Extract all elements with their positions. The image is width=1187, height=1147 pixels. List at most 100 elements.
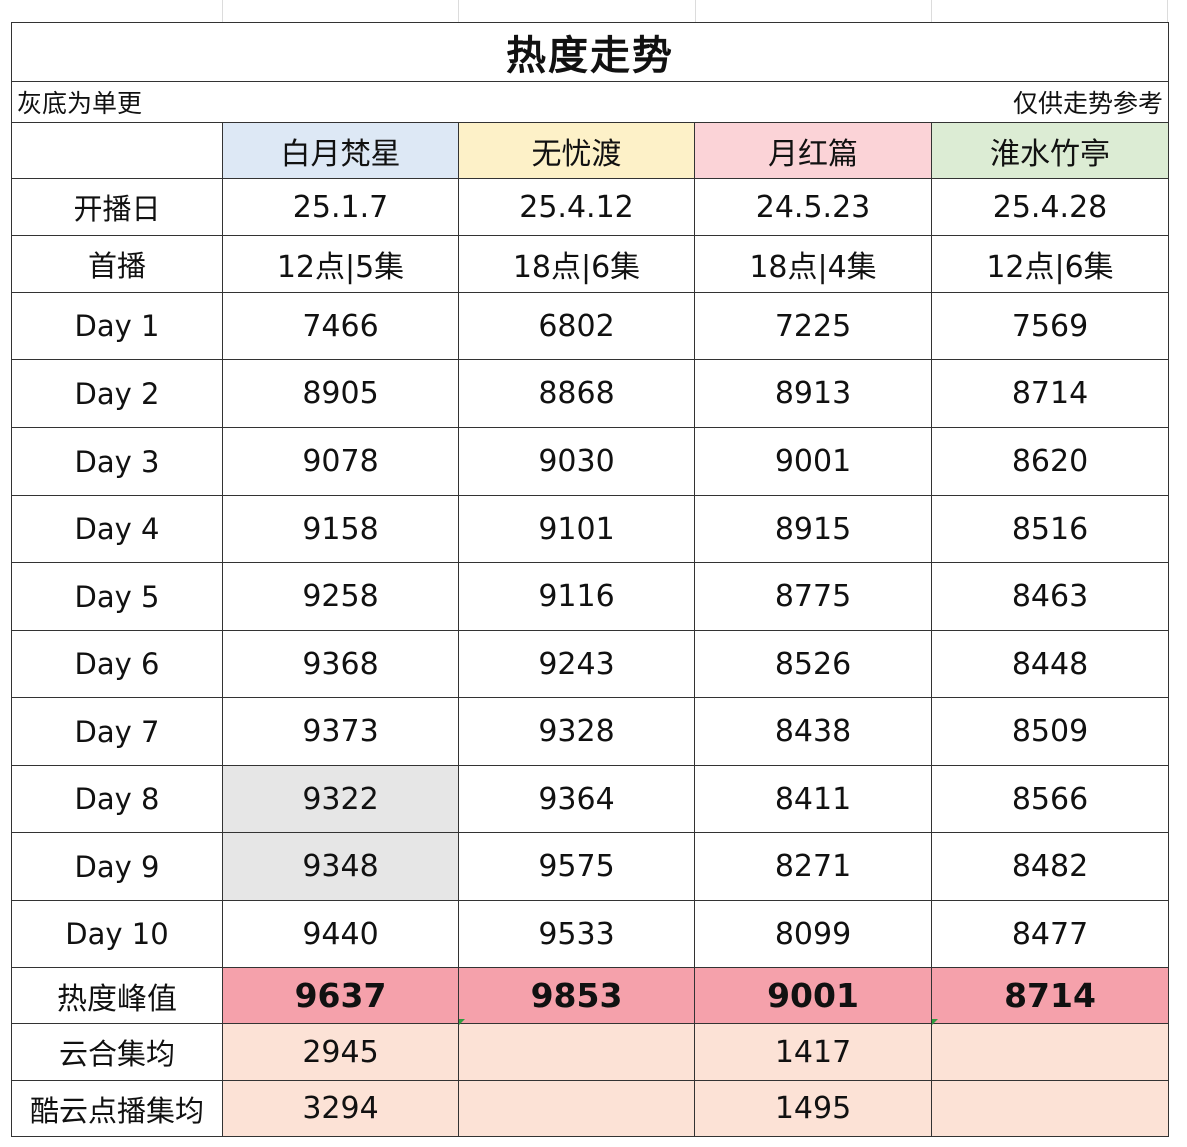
row-label-day: Day 3 <box>11 427 223 496</box>
peak-value-cell: 9001 <box>694 967 932 1024</box>
header-drama-4: 淮水竹亭 <box>930 122 1170 179</box>
day-value-cell: 8271 <box>694 832 932 901</box>
day-value-cell: 8099 <box>694 900 932 968</box>
comment-marker-icon <box>932 1019 938 1025</box>
day-value-cell: 8775 <box>694 562 932 631</box>
day-value-cell: 9116 <box>458 562 695 631</box>
day-value-cell: 7225 <box>694 292 932 360</box>
table-row: Day 1 7466 6802 7225 7569 <box>11 292 1170 360</box>
day-value-cell: 8566 <box>930 765 1170 833</box>
day-value-cell: 8411 <box>694 765 932 833</box>
day-value-cell: 9078 <box>222 427 459 496</box>
row-label-day: Day 8 <box>11 765 223 833</box>
table-row: Day 9 9348 9575 8271 8482 <box>11 832 1170 901</box>
premiere-date-cell: 25.4.28 <box>930 178 1170 236</box>
row-label-day: Day 1 <box>11 292 223 360</box>
day-value-cell: 8620 <box>930 427 1170 496</box>
row-label-kuyun-avg: 酷云点播集均 <box>11 1080 223 1137</box>
row-label-day: Day 6 <box>11 630 223 698</box>
day-value-cell: 8509 <box>930 697 1170 766</box>
day-value-cell: 8477 <box>930 900 1170 968</box>
kuyun-avg-cell: 3294 <box>222 1080 459 1137</box>
row-label-peak: 热度峰值 <box>11 967 223 1024</box>
premiere-date-cell: 25.1.7 <box>222 178 459 236</box>
row-label-first-air: 首播 <box>11 235 223 293</box>
day-value-cell: 8905 <box>222 359 459 428</box>
day-value-cell: 9368 <box>222 630 459 698</box>
row-label-premiere-date: 开播日 <box>11 178 223 236</box>
header-drama-3: 月红篇 <box>694 122 932 179</box>
day-value-cell: 9364 <box>458 765 695 833</box>
day-value-cell: 8463 <box>930 562 1170 631</box>
heat-trend-sheet: 热度走势 灰底为单更 仅供走势参考 白月梵星 无忧渡 月红篇 淮水竹亭 开播日 … <box>10 22 1170 1137</box>
yunhe-avg-cell: 2945 <box>222 1023 459 1081</box>
first-air-cell: 12点|5集 <box>222 235 459 293</box>
row-label-yunhe-avg: 云合集均 <box>11 1023 223 1081</box>
kuyun-avg-cell <box>458 1080 695 1137</box>
table-row: 云合集均 2945 1417 <box>11 1023 1170 1081</box>
peak-value-cell: 9637 <box>222 967 459 1024</box>
row-label-day: Day 10 <box>11 900 223 968</box>
first-air-cell: 18点|6集 <box>458 235 695 293</box>
row-label-day: Day 9 <box>11 832 223 901</box>
day-value-cell: 9030 <box>458 427 695 496</box>
table-row-peak: 热度峰值 9637 9853 9001 8714 <box>11 967 1170 1024</box>
premiere-date-cell: 25.4.12 <box>458 178 695 236</box>
day-value-cell: 9258 <box>222 562 459 631</box>
day-value-cell: 9373 <box>222 697 459 766</box>
table-row: 开播日 25.1.7 25.4.12 24.5.23 25.4.28 <box>11 178 1170 236</box>
table-row: Day 10 9440 9533 8099 8477 <box>11 900 1170 968</box>
kuyun-avg-cell: 1495 <box>694 1080 932 1137</box>
note-right: 仅供走势参考 <box>458 81 1170 123</box>
header-drama-1: 白月梵星 <box>222 122 459 179</box>
row-label-day: Day 4 <box>11 495 223 563</box>
day-value-cell: 8868 <box>458 359 695 428</box>
table-row: Day 7 9373 9328 8438 8509 <box>11 697 1170 766</box>
header-corner-cell <box>11 122 223 179</box>
row-label-day: Day 7 <box>11 697 223 766</box>
peak-value-cell: 8714 <box>930 967 1170 1024</box>
note-left: 灰底为单更 <box>11 81 459 123</box>
table-row: Day 3 9078 9030 9001 8620 <box>11 427 1170 496</box>
day-value-cell: 8714 <box>930 359 1170 428</box>
day-value-cell: 8913 <box>694 359 932 428</box>
row-label-day: Day 5 <box>11 562 223 631</box>
day-value-cell: 9328 <box>458 697 695 766</box>
peak-value-cell: 9853 <box>458 967 695 1024</box>
first-air-cell: 12点|6集 <box>930 235 1170 293</box>
yunhe-avg-cell <box>930 1023 1170 1081</box>
day-value-cell: 9101 <box>458 495 695 563</box>
day-value-cell: 9158 <box>222 495 459 563</box>
yunhe-avg-cell: 1417 <box>694 1023 932 1081</box>
day-value-cell: 9001 <box>694 427 932 496</box>
day-value-cell: 8915 <box>694 495 932 563</box>
day-value-cell: 8438 <box>694 697 932 766</box>
table-title: 热度走势 <box>10 22 1170 82</box>
day-value-cell: 8448 <box>930 630 1170 698</box>
premiere-date-cell: 24.5.23 <box>694 178 932 236</box>
day-value-cell: 9575 <box>458 832 695 901</box>
comment-marker-icon <box>459 1019 465 1025</box>
day-value-cell: 8482 <box>930 832 1170 901</box>
day-value-cell: 8526 <box>694 630 932 698</box>
header-drama-2: 无忧渡 <box>458 122 695 179</box>
table-row: Day 5 9258 9116 8775 8463 <box>11 562 1170 631</box>
day-value-cell: 7569 <box>930 292 1170 360</box>
kuyun-avg-cell <box>930 1080 1170 1137</box>
table-row: Day 6 9368 9243 8526 8448 <box>11 630 1170 698</box>
table-row: Day 4 9158 9101 8915 8516 <box>11 495 1170 563</box>
day-value-cell-single-update: 9322 <box>222 765 459 833</box>
table-row: 首播 12点|5集 18点|6集 18点|4集 12点|6集 <box>11 235 1170 293</box>
heat-trend-table: 热度走势 灰底为单更 仅供走势参考 白月梵星 无忧渡 月红篇 淮水竹亭 开播日 … <box>10 22 1170 1137</box>
row-label-day: Day 2 <box>11 359 223 428</box>
day-value-cell: 9243 <box>458 630 695 698</box>
day-value-cell: 7466 <box>222 292 459 360</box>
first-air-cell: 18点|4集 <box>694 235 932 293</box>
day-value-cell-single-update: 9348 <box>222 832 459 901</box>
table-row: Day 8 9322 9364 8411 8566 <box>11 765 1170 833</box>
day-value-cell: 9533 <box>458 900 695 968</box>
table-row: Day 2 8905 8868 8913 8714 <box>11 359 1170 428</box>
day-value-cell: 9440 <box>222 900 459 968</box>
day-value-cell: 8516 <box>930 495 1170 563</box>
yunhe-avg-cell <box>458 1023 695 1081</box>
